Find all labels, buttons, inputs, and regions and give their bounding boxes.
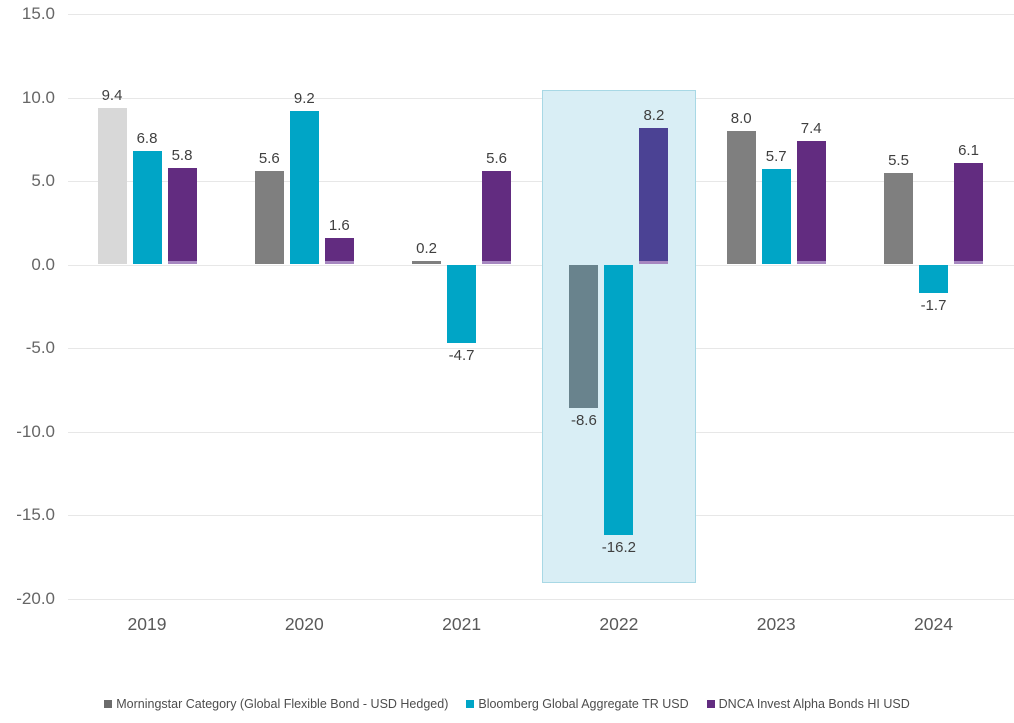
bar-value-label: 6.1 bbox=[958, 141, 979, 159]
x-tick-label-2024: 2024 bbox=[914, 614, 953, 634]
gridline bbox=[68, 181, 1014, 182]
y-tick-label: -15.0 bbox=[16, 505, 55, 524]
legend: Morningstar Category (Global Flexible Bo… bbox=[0, 697, 1014, 711]
bar-base-stripe bbox=[167, 261, 197, 265]
bar-base-stripe bbox=[324, 261, 354, 265]
gridline bbox=[68, 348, 1014, 349]
bar-value-label: 1.6 bbox=[328, 216, 350, 234]
bar-2023-series0 bbox=[726, 130, 756, 265]
bar-base-stripe bbox=[482, 261, 512, 265]
gridline bbox=[68, 264, 1014, 266]
legend-swatch-icon bbox=[104, 700, 113, 708]
bar-2023-series1 bbox=[761, 169, 791, 265]
bar-2021-series2 bbox=[482, 170, 512, 265]
bar-2022-series0 bbox=[569, 264, 599, 409]
legend-item-series0: Morningstar Category (Global Flexible Bo… bbox=[104, 697, 448, 711]
bar-2023-series2 bbox=[796, 140, 826, 265]
bar-2022-series2 bbox=[639, 127, 669, 265]
bar-2021-series1 bbox=[447, 264, 477, 343]
bar-2019-series0 bbox=[97, 107, 127, 265]
x-tick-label-2021: 2021 bbox=[442, 614, 482, 634]
legend-swatch-icon bbox=[706, 700, 715, 708]
bar-2020-series0 bbox=[254, 170, 284, 265]
bar-value-label: 5.8 bbox=[171, 146, 193, 164]
legend-item-series1: Bloomberg Global Aggregate TR USD bbox=[466, 697, 689, 711]
bar-value-label: 9.2 bbox=[293, 89, 315, 107]
bar-value-label: 5.5 bbox=[888, 151, 909, 169]
y-tick-label: 0.0 bbox=[31, 254, 55, 274]
bar-value-label: -16.2 bbox=[601, 539, 636, 557]
bar-2019-series1 bbox=[132, 150, 162, 265]
legend-label: Morningstar Category (Global Flexible Bo… bbox=[116, 697, 449, 711]
bar-value-label: -1.7 bbox=[920, 296, 947, 314]
legend-item-series2: DNCA Invest Alpha Bonds HI USD bbox=[706, 697, 910, 711]
bar-2020-series2 bbox=[324, 237, 354, 265]
bar-2022-series1 bbox=[604, 264, 634, 536]
bar-base-stripe bbox=[639, 261, 669, 265]
gridline bbox=[68, 431, 1014, 433]
y-tick-label: 10.0 bbox=[21, 87, 55, 107]
y-tick-label: 5.0 bbox=[31, 171, 55, 190]
bar-value-label: 5.7 bbox=[765, 148, 787, 166]
bar-2021-series0 bbox=[412, 261, 442, 265]
y-tick-label: 15.0 bbox=[21, 4, 55, 23]
gridline bbox=[68, 14, 1014, 15]
bar-base-stripe bbox=[954, 261, 983, 265]
bar-base-stripe bbox=[796, 261, 826, 265]
bar-value-label: 5.6 bbox=[486, 149, 508, 167]
legend-label: Bloomberg Global Aggregate TR USD bbox=[478, 697, 689, 711]
bar-2024-series0 bbox=[884, 172, 913, 265]
y-tick-label: -5.0 bbox=[25, 338, 55, 357]
bar-value-label: -8.6 bbox=[570, 412, 597, 430]
gridline bbox=[68, 515, 1014, 516]
gridline bbox=[68, 97, 1014, 99]
legend-label: DNCA Invest Alpha Bonds HI USD bbox=[718, 697, 910, 711]
x-tick-label-2020: 2020 bbox=[284, 614, 324, 634]
gridline bbox=[68, 598, 1014, 600]
x-tick-label-2022: 2022 bbox=[599, 614, 639, 634]
legend-swatch-icon bbox=[466, 700, 475, 708]
bar-value-label: 7.4 bbox=[800, 119, 822, 137]
y-tick-label: -10.0 bbox=[16, 421, 55, 441]
x-tick-label-2019: 2019 bbox=[127, 614, 167, 634]
bar-value-label: 8.2 bbox=[643, 106, 665, 124]
y-tick-label: -20.0 bbox=[16, 588, 55, 608]
bar-value-label: 5.6 bbox=[258, 149, 280, 167]
bar-2020-series1 bbox=[289, 110, 319, 265]
bar-value-label: -4.7 bbox=[448, 346, 475, 364]
x-tick-label-2023: 2023 bbox=[756, 614, 796, 634]
bar-value-label: 8.0 bbox=[730, 109, 752, 127]
bar-value-label: 9.4 bbox=[101, 86, 123, 104]
bar-value-label: 0.2 bbox=[416, 240, 438, 258]
bar-value-label: 6.8 bbox=[136, 129, 158, 147]
bar-2024-series1 bbox=[919, 264, 948, 293]
bar-2024-series2 bbox=[954, 162, 983, 265]
bar-2019-series2 bbox=[167, 167, 197, 265]
